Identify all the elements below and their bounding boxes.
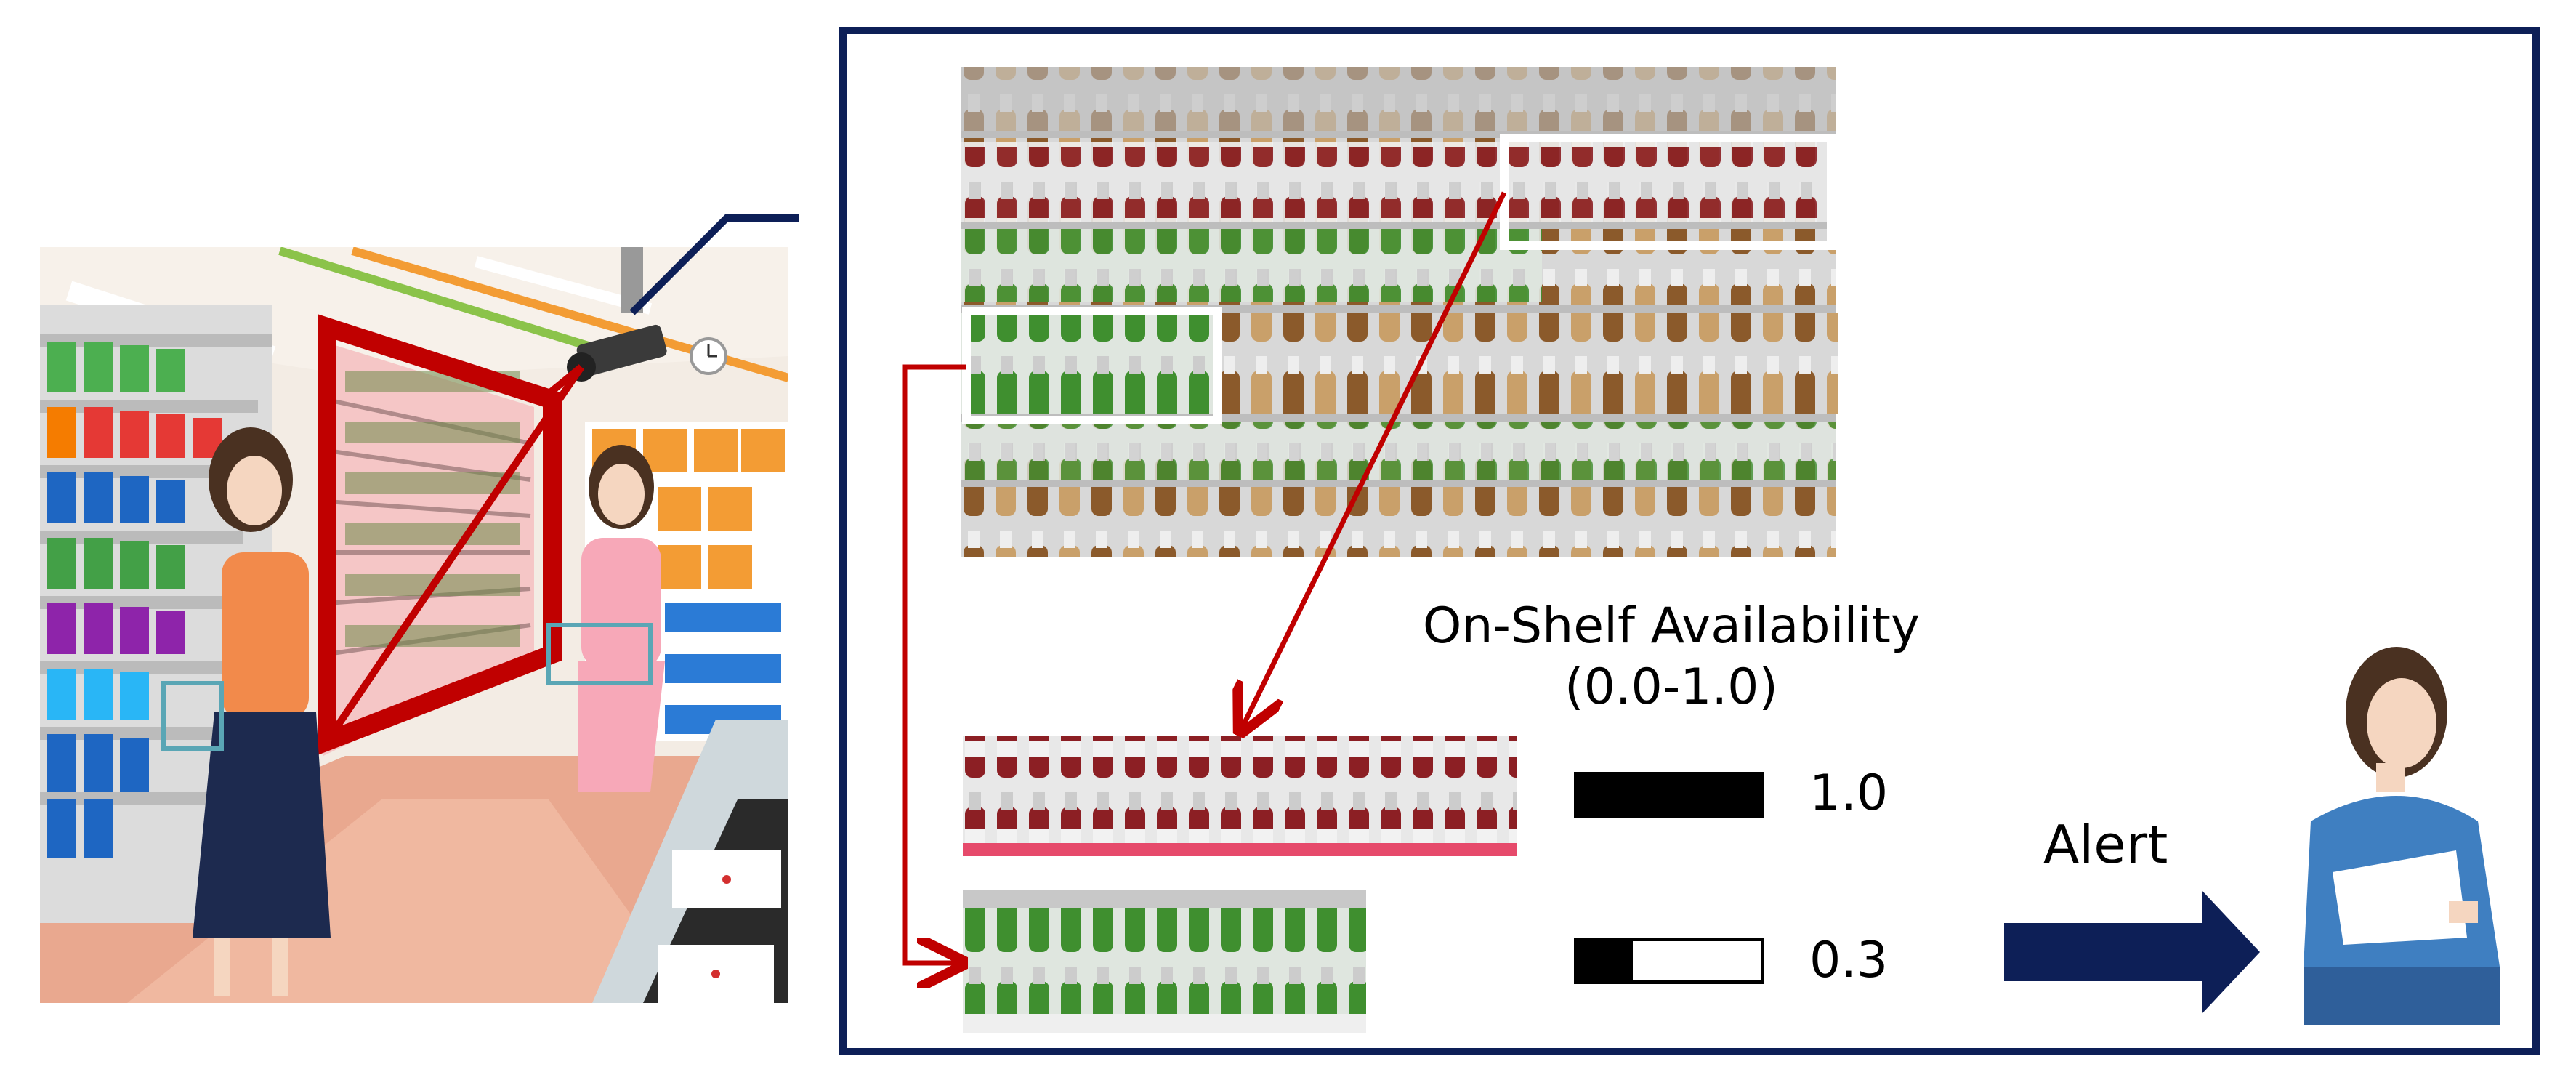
availability-value-low: 0.3 <box>1809 932 1889 989</box>
store-illustration <box>40 247 788 1003</box>
availability-bar-low <box>1574 938 1764 984</box>
alert-label: Alert <box>2043 814 2168 875</box>
osa-title: On-Shelf Availability (0.0-1.0) <box>1402 596 1940 718</box>
osa-title-line2: (0.0-1.0) <box>1564 658 1778 716</box>
availability-bar-full <box>1574 772 1764 818</box>
osa-panel <box>839 27 2540 1055</box>
osa-title-line1: On-Shelf Availability <box>1422 597 1921 655</box>
availability-bar-low-fill <box>1578 941 1633 980</box>
availability-value-full: 1.0 <box>1809 765 1889 822</box>
